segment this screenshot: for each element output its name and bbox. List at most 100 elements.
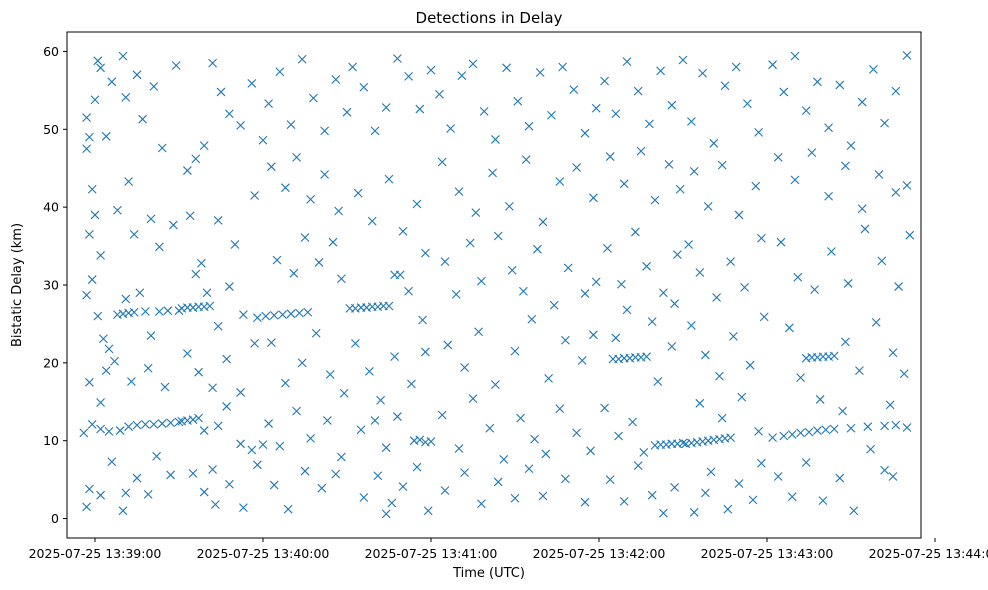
data-point — [591, 277, 601, 287]
data-point — [684, 240, 693, 249]
data-point — [726, 433, 735, 442]
data-point — [230, 240, 240, 249]
data-point — [653, 377, 663, 386]
data-point — [572, 428, 581, 438]
data-point — [801, 458, 811, 467]
data-point — [152, 451, 161, 461]
data-point — [524, 121, 534, 131]
data-point — [121, 488, 131, 498]
data-point — [589, 330, 598, 340]
data-point — [659, 508, 668, 518]
data-point — [549, 300, 559, 310]
data-point — [390, 352, 399, 362]
data-point — [717, 413, 727, 423]
data-point — [530, 434, 539, 444]
data-point — [891, 187, 901, 197]
data-point — [813, 426, 822, 435]
data-point — [885, 400, 895, 410]
data-point — [258, 440, 268, 449]
data-point — [146, 214, 156, 224]
data-point — [589, 193, 598, 203]
data-point — [614, 431, 623, 441]
data-point — [292, 406, 301, 416]
data-point — [843, 279, 853, 288]
data-point — [113, 205, 122, 215]
data-point — [628, 417, 637, 427]
data-point — [636, 146, 646, 156]
data-point — [426, 65, 436, 75]
x-tick-label: 2025-07-25 13:39:00 — [29, 546, 162, 561]
data-point — [580, 289, 590, 298]
data-point — [320, 126, 329, 136]
data-point — [801, 106, 811, 116]
data-point — [857, 204, 867, 214]
data-point — [348, 62, 357, 72]
data-point — [485, 423, 495, 433]
data-point — [437, 157, 447, 167]
data-point — [491, 135, 500, 144]
y-tick-label: 10 — [43, 433, 59, 448]
data-point — [169, 220, 178, 230]
x-tick-label: 2025-07-25 13:42:00 — [533, 546, 666, 561]
data-point — [331, 469, 341, 479]
data-point — [421, 347, 430, 357]
x-tick-label: 2025-07-25 13:40:00 — [197, 546, 330, 561]
data-point — [880, 421, 889, 431]
data-point — [225, 109, 234, 119]
data-point — [740, 282, 749, 292]
data-point — [706, 467, 716, 477]
data-point — [297, 54, 307, 64]
data-point — [533, 244, 542, 254]
data-point — [415, 104, 425, 114]
data-point — [670, 299, 679, 309]
data-point — [398, 226, 408, 236]
data-point — [289, 268, 299, 278]
data-point — [415, 435, 425, 445]
data-point — [507, 265, 517, 275]
y-tick-label: 50 — [43, 122, 59, 137]
data-point — [661, 440, 671, 449]
data-point — [591, 103, 601, 113]
data-point — [82, 144, 91, 154]
data-point — [199, 487, 209, 497]
data-point — [460, 363, 469, 372]
data-point — [465, 238, 475, 248]
data-point — [888, 348, 898, 358]
data-point — [373, 471, 383, 481]
data-point — [709, 138, 719, 148]
data-point — [398, 482, 408, 492]
data-point — [720, 81, 730, 91]
data-point — [846, 423, 856, 433]
data-point — [381, 509, 391, 519]
data-point — [720, 433, 730, 443]
data-point — [729, 331, 738, 341]
data-point — [678, 438, 688, 448]
data-point — [790, 51, 800, 61]
data-point — [213, 321, 223, 331]
data-point — [841, 161, 850, 171]
data-point — [776, 237, 786, 247]
data-point — [785, 323, 794, 333]
data-point — [888, 472, 898, 481]
data-point — [561, 335, 570, 345]
data-point — [829, 351, 839, 361]
data-point — [275, 67, 285, 77]
data-point — [191, 269, 201, 279]
data-point — [323, 416, 332, 425]
data-point — [759, 312, 769, 322]
data-point — [516, 413, 525, 423]
data-point — [222, 354, 231, 364]
data-point — [681, 439, 691, 449]
data-point — [199, 141, 209, 151]
data-point — [773, 472, 783, 481]
data-point — [451, 289, 461, 299]
data-point — [743, 99, 752, 109]
data-point — [295, 308, 304, 318]
data-point — [647, 490, 657, 500]
data-point — [272, 255, 282, 265]
data-point — [577, 356, 587, 365]
data-point — [85, 132, 94, 142]
data-point — [239, 310, 248, 319]
data-point — [239, 503, 248, 513]
data-point — [143, 363, 153, 373]
